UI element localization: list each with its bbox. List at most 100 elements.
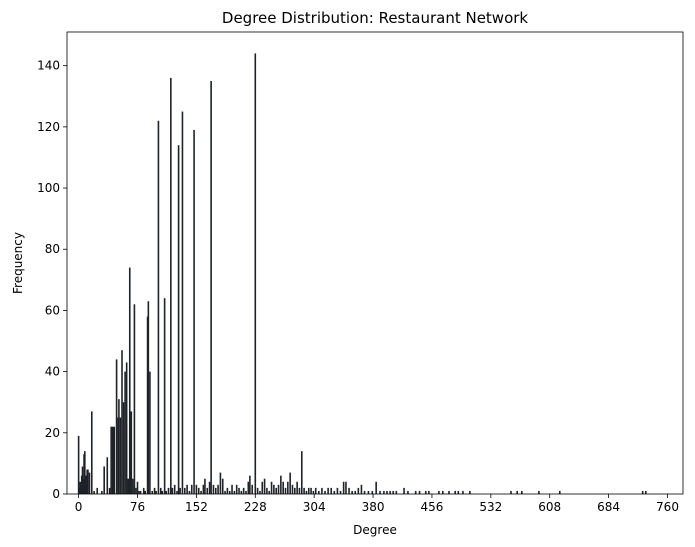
- y-tick-label: 40: [45, 365, 60, 379]
- bar-degree-92: [149, 371, 151, 494]
- bar-degree-379: [371, 490, 374, 494]
- bar-degree-52: [118, 399, 120, 494]
- bar-degree-62: [125, 362, 128, 494]
- bar-degree-267: [284, 487, 287, 494]
- bar-degree-374: [367, 490, 370, 494]
- bar-degree-276: [291, 484, 294, 494]
- bar-degree-58: [122, 402, 125, 494]
- bar-degree-496: [462, 490, 464, 494]
- bar-degree-121: [171, 487, 174, 494]
- bar-degree-201: [233, 490, 236, 494]
- y-tick-label: 0: [52, 487, 60, 501]
- bar-degree-210: [240, 490, 243, 494]
- bar-degree-228: [254, 53, 257, 495]
- bar-degree-365: [360, 484, 363, 494]
- bar-degree-76: [136, 481, 139, 494]
- y-tick-label: 120: [37, 120, 60, 134]
- bar-degree-90: [147, 301, 150, 494]
- bar-degree-300: [310, 487, 312, 494]
- axes-group: 0 76 152 228 304 380 456 532 608 684 760 0 20 40 60 80 1…: [37, 31, 684, 514]
- plot-frame: [66, 31, 684, 495]
- bar-degree-353: [351, 490, 353, 494]
- bar-degree-180: [217, 484, 219, 494]
- bar-degree-49: [115, 359, 118, 494]
- x-tick-label: 76: [130, 500, 145, 514]
- bar-degree-163: [204, 478, 206, 494]
- bar-degree-33: [103, 466, 105, 494]
- bar-degree-116: [167, 487, 170, 494]
- bar-degree-84: [142, 487, 145, 494]
- bar-degree-369: [363, 490, 366, 494]
- bar-degree-621: [559, 490, 561, 494]
- bar-degree-161: [202, 484, 205, 494]
- bar-degree-146: [190, 484, 193, 494]
- bar-degree-149: [193, 129, 195, 494]
- bar-degree-306: [314, 487, 317, 494]
- bar-degree-357: [354, 490, 357, 494]
- bar-degree-80: [139, 490, 142, 494]
- bar-degree-572: [521, 490, 523, 494]
- bar-degree-204: [235, 484, 238, 494]
- bar-degree-37: [106, 457, 109, 494]
- bar-degree-183: [219, 472, 222, 494]
- bar-degree-505: [469, 490, 471, 494]
- bar-degree-14: [88, 472, 91, 494]
- bar-degree-198: [231, 484, 233, 494]
- bar-degree-60: [124, 371, 126, 494]
- x-tick-label: 456: [420, 500, 443, 514]
- bar-degree-46: [113, 426, 116, 494]
- bar-degree-42: [110, 426, 112, 494]
- bar-degree-189: [224, 490, 226, 494]
- bar-degree-219: [247, 481, 250, 494]
- bar-degree-465: [438, 490, 440, 494]
- bar-degree-273: [289, 472, 291, 494]
- bar-degree-270: [287, 481, 289, 494]
- bar-degree-237: [261, 481, 264, 494]
- bar-degree-134: [181, 111, 184, 495]
- bar-degree-171: [210, 80, 212, 494]
- bar-degree-30: [101, 490, 103, 494]
- bar-degree-384: [375, 481, 377, 494]
- bar-degree-70: [132, 478, 134, 494]
- bar-degree-40: [108, 487, 111, 494]
- y-tick-label: 20: [45, 426, 60, 440]
- bar-degree-440: [418, 490, 421, 494]
- bar-degree-64: [127, 478, 130, 494]
- bar-degree-100: [155, 490, 157, 494]
- bar-degree-56: [121, 350, 123, 494]
- bars-group: [77, 53, 647, 495]
- bar-degree-140: [186, 484, 188, 494]
- bar-degree-8: [84, 451, 86, 494]
- bar-degree-330: [333, 490, 336, 494]
- bar-degree-398: [386, 490, 388, 494]
- bar-degree-258: [277, 484, 280, 494]
- chart-title: Degree Distribution: Restaurant Network: [222, 9, 529, 27]
- bar-degree-246: [268, 490, 271, 494]
- bar-degree-402: [389, 490, 391, 494]
- bar-degree-169: [208, 481, 211, 494]
- bar-degree-127: [176, 490, 178, 494]
- bar-degree-425: [407, 490, 409, 494]
- bar-degree-486: [454, 490, 456, 494]
- bar-degree-322: [327, 487, 329, 494]
- bar-degree-129: [177, 145, 180, 494]
- bar-degree-137: [183, 487, 186, 494]
- bar-degree-249: [270, 481, 273, 494]
- bar-degree-342: [342, 481, 345, 494]
- x-tick-label: 0: [75, 500, 83, 514]
- bar-degree-314: [321, 487, 323, 494]
- x-tick-label: 608: [538, 500, 561, 514]
- bar-degree-303: [312, 490, 315, 494]
- bar-degree-12: [87, 469, 89, 494]
- bar-degree-192: [226, 487, 229, 494]
- bar-degree-261: [280, 475, 282, 494]
- bar-degree-420: [403, 487, 405, 494]
- bar-degree-0: [77, 435, 80, 494]
- bar-degree-294: [305, 490, 308, 494]
- bar-degree-103: [157, 120, 160, 494]
- bar-degree-174: [212, 484, 215, 494]
- bar-degree-288: [300, 451, 303, 494]
- x-axis-label: Degree: [353, 523, 397, 537]
- bar-degree-478: [448, 490, 450, 494]
